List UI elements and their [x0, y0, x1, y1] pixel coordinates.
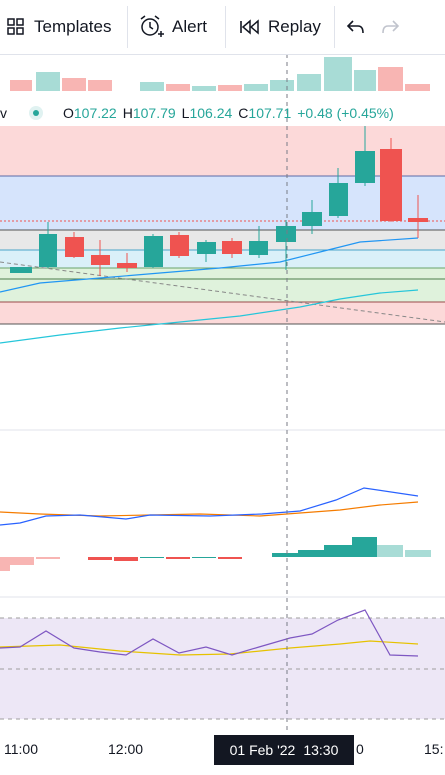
crosshair-date: 01 Feb '22 [229, 742, 296, 758]
ohlc-legend: v O 107.22 H 107.79 L 106.24 C 107.71 +0… [0, 100, 445, 126]
macd-panel [0, 487, 431, 571]
crosshair-time: 13:30 [303, 742, 339, 758]
volume-bars [10, 57, 430, 91]
top-toolbar: Templates Alert Replay [0, 0, 445, 55]
time-tick: 0 [356, 741, 364, 757]
high-label: H [122, 105, 133, 121]
close-label: C [238, 105, 249, 121]
undo-icon [346, 20, 364, 34]
low-label: L [181, 105, 190, 121]
change-value: +0.48 (+0.45%) [297, 105, 394, 121]
low-value: 106.24 [189, 105, 233, 121]
high-value: 107.79 [132, 105, 176, 121]
candles [10, 126, 428, 276]
candle [302, 212, 322, 226]
candle [222, 241, 242, 254]
redo-icon [382, 20, 400, 34]
close-value: 107.71 [248, 105, 292, 121]
candle [144, 236, 163, 267]
candle [170, 235, 189, 256]
alert-icon [140, 15, 164, 37]
replay-button[interactable]: Replay [238, 0, 321, 54]
crosshair-time-label: 01 Feb '22 13:30 [214, 735, 354, 765]
open-value: 107.22 [73, 105, 117, 121]
redo-button[interactable] [380, 0, 400, 54]
templates-button[interactable]: Templates [6, 0, 111, 54]
candle [276, 226, 296, 242]
time-tick: 12:00 [108, 741, 144, 757]
replay-icon [240, 19, 259, 35]
chart-area[interactable] [0, 0, 445, 733]
time-tick: 15: [424, 741, 444, 757]
time-axis[interactable]: 11:00 12:00 0 15: [0, 733, 445, 775]
zone-bands [0, 126, 445, 325]
open-label: O [63, 105, 74, 121]
alert-label: Alert [172, 17, 207, 36]
candle [355, 151, 375, 183]
candle [329, 183, 348, 216]
templates-label: Templates [34, 17, 112, 36]
candle [249, 241, 268, 255]
undo-button[interactable] [346, 0, 366, 54]
replay-label: Replay [268, 17, 321, 36]
candle [117, 263, 137, 268]
market-status-dot [29, 106, 43, 120]
candle [380, 149, 402, 221]
candle [408, 218, 428, 222]
legend-partial-label: v [0, 105, 7, 121]
ma-slow-line [0, 289, 419, 344]
rsi-panel [0, 609, 445, 720]
templates-icon [7, 18, 24, 35]
candle [65, 237, 84, 257]
candle [91, 255, 110, 265]
ma-fast-line [0, 237, 419, 293]
candle [197, 242, 216, 254]
candle [10, 267, 32, 273]
alert-button[interactable]: Alert [138, 0, 207, 54]
candle [39, 234, 57, 267]
time-tick: 11:00 [4, 741, 38, 757]
